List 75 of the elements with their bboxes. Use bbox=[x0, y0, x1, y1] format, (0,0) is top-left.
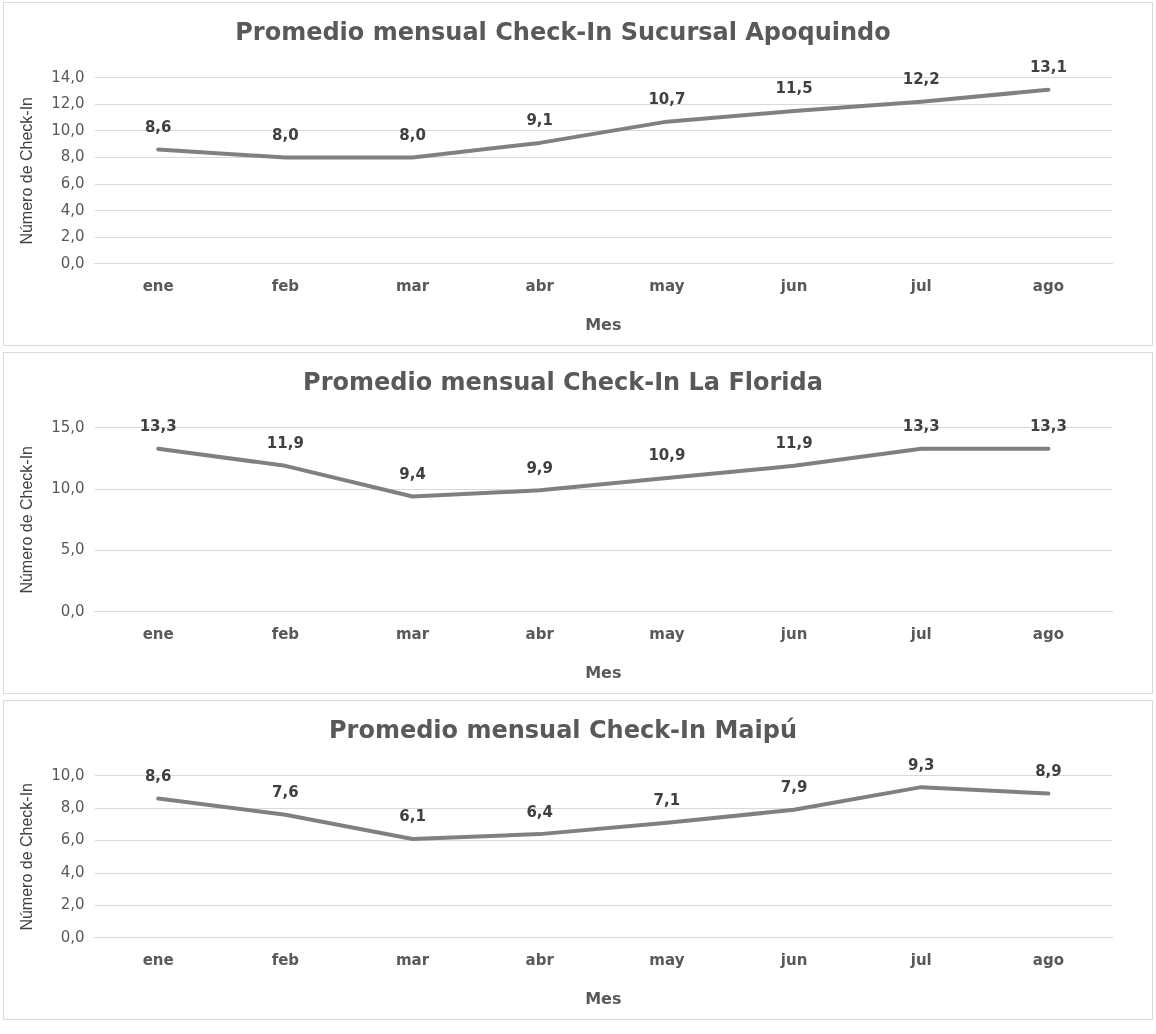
x-axis-title: Mes bbox=[585, 314, 622, 334]
x-tick-label: jul bbox=[909, 950, 932, 969]
data-label: 10,9 bbox=[648, 446, 686, 465]
data-label: 9,3 bbox=[907, 755, 935, 774]
x-tick-label: jul bbox=[909, 624, 932, 643]
data-label: 8,0 bbox=[272, 125, 299, 144]
y-tick-label: 12,0 bbox=[51, 94, 85, 113]
data-label: 8,6 bbox=[144, 117, 172, 136]
x-tick-label: abr bbox=[525, 624, 555, 643]
y-tick-label: 8,0 bbox=[60, 798, 85, 817]
data-label: 10,7 bbox=[648, 90, 686, 109]
y-tick-label: 5,0 bbox=[60, 540, 85, 559]
x-tick-label: may bbox=[649, 950, 685, 969]
data-label: 9,9 bbox=[526, 458, 553, 477]
data-label: 9,4 bbox=[399, 464, 426, 483]
y-tick-label: 2,0 bbox=[60, 227, 85, 246]
x-tick-label: ago bbox=[1032, 276, 1064, 295]
data-label: 11,9 bbox=[775, 434, 813, 453]
x-tick-label: feb bbox=[271, 276, 300, 295]
x-tick-label: mar bbox=[395, 624, 430, 643]
x-tick-label: abr bbox=[525, 950, 555, 969]
data-label: 8,6 bbox=[144, 766, 172, 785]
data-label: 9,1 bbox=[526, 111, 553, 130]
data-label: 7,6 bbox=[272, 783, 299, 802]
y-tick-label: 14,0 bbox=[51, 67, 85, 86]
x-tick-label: jun bbox=[779, 276, 808, 295]
x-tick-label: ene bbox=[142, 624, 174, 643]
y-axis-title: Número de Check-In bbox=[18, 96, 36, 245]
y-tick-label: 0,0 bbox=[60, 253, 85, 272]
data-label: 8,9 bbox=[1035, 762, 1062, 781]
x-tick-label: may bbox=[649, 624, 685, 643]
data-label: 7,1 bbox=[653, 791, 681, 810]
y-tick-label: 2,0 bbox=[60, 895, 85, 914]
y-tick-label: 0,0 bbox=[60, 927, 85, 946]
x-tick-label: ene bbox=[142, 950, 174, 969]
data-label: 13,3 bbox=[139, 417, 177, 436]
x-tick-label: jun bbox=[779, 950, 808, 969]
data-label: 13,3 bbox=[902, 417, 940, 436]
x-tick-label: ene bbox=[142, 276, 174, 295]
chart-title: Promedio mensual Check-In Maipú bbox=[328, 715, 798, 744]
chart-title: Promedio mensual Check-In La Florida bbox=[303, 367, 823, 396]
y-tick-label: 10,0 bbox=[51, 120, 85, 139]
data-label: 7,9 bbox=[780, 778, 808, 797]
y-tick-label: 6,0 bbox=[60, 830, 85, 849]
y-tick-label: 15,0 bbox=[51, 417, 85, 436]
x-tick-label: abr bbox=[525, 276, 555, 295]
x-tick-label: jun bbox=[779, 624, 808, 643]
data-label: 8,0 bbox=[399, 125, 426, 144]
y-tick-label: 10,0 bbox=[51, 765, 85, 784]
y-axis-title: Número de Check-In bbox=[18, 782, 36, 931]
y-tick-label: 0,0 bbox=[60, 601, 85, 620]
data-label: 6,4 bbox=[526, 802, 553, 821]
data-label: 11,9 bbox=[266, 434, 304, 453]
y-tick-label: 4,0 bbox=[60, 862, 85, 881]
x-tick-label: ago bbox=[1032, 624, 1064, 643]
chart-title: Promedio mensual Check-In Sucursal Apoquindo bbox=[235, 17, 891, 46]
data-label: 13,1 bbox=[1029, 58, 1067, 77]
x-axis-title: Mes bbox=[585, 988, 622, 1008]
data-label: 6,1 bbox=[399, 807, 426, 826]
x-tick-label: ago bbox=[1032, 950, 1064, 969]
data-label: 11,5 bbox=[775, 79, 813, 98]
x-tick-label: feb bbox=[271, 950, 300, 969]
x-tick-label: feb bbox=[271, 624, 300, 643]
y-tick-label: 4,0 bbox=[60, 200, 85, 219]
x-tick-label: mar bbox=[395, 950, 430, 969]
y-tick-label: 6,0 bbox=[60, 173, 85, 192]
y-axis-title: Número de Check-In bbox=[18, 445, 36, 594]
y-tick-label: 10,0 bbox=[51, 479, 85, 498]
x-tick-label: mar bbox=[395, 276, 430, 295]
x-tick-label: jul bbox=[909, 276, 932, 295]
y-tick-label: 8,0 bbox=[60, 147, 85, 166]
data-label: 13,3 bbox=[1029, 417, 1067, 436]
x-axis-title: Mes bbox=[585, 662, 622, 682]
data-label: 12,2 bbox=[902, 70, 940, 89]
x-tick-label: may bbox=[649, 276, 685, 295]
